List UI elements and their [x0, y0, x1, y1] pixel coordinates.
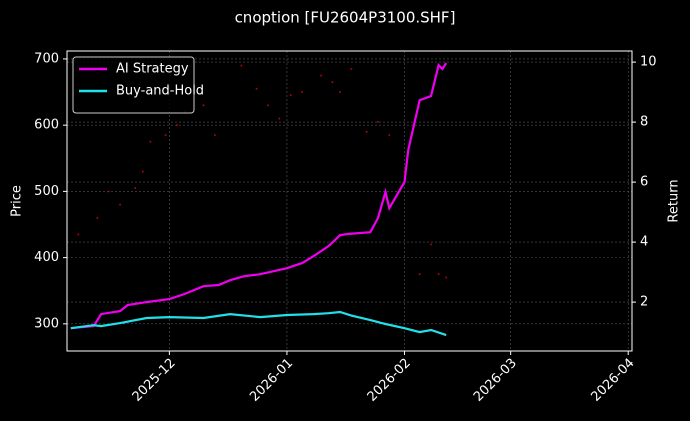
price-point [388, 134, 391, 136]
x-tick-label: 2025-12 [130, 356, 179, 405]
price-point [214, 134, 216, 136]
price-point [289, 94, 292, 97]
price-point [164, 134, 167, 136]
y-tick-label: 300 [34, 316, 59, 331]
price-point [418, 273, 421, 275]
price-point [267, 104, 269, 107]
price-point [119, 203, 121, 206]
price-point [202, 104, 205, 107]
y2-tick-label: 4 [640, 235, 648, 250]
legend-label: AI Strategy [116, 62, 189, 77]
price-point [149, 140, 152, 143]
y-axis-label: Price [10, 185, 25, 217]
x-tick-label: 2026-01 [247, 356, 296, 405]
price-point [134, 187, 137, 189]
y2-tick-label: 2 [640, 295, 648, 310]
price-point [445, 276, 447, 279]
series-line [70, 62, 448, 330]
price-point [320, 74, 322, 77]
legend-box [72, 56, 195, 114]
legend-label: Buy-and-Hold [116, 84, 204, 99]
y2-axis-label: Return [667, 179, 682, 222]
price-point [403, 170, 406, 173]
x-tick-label: 2026-03 [471, 356, 520, 405]
price-point [255, 87, 258, 90]
chart-title: cnoption [FU2604P3100.SHF] [235, 9, 456, 27]
y-tick-label: 700 [34, 51, 59, 66]
price-point [365, 130, 368, 133]
price-point [240, 64, 243, 67]
price-point [377, 121, 379, 123]
price-point [142, 170, 144, 173]
x-tick-label: 2026-04 [588, 356, 637, 405]
y2-tick-label: 6 [640, 175, 648, 190]
price-point [430, 243, 432, 246]
price-point [339, 91, 341, 93]
series-line [70, 310, 447, 337]
price-point [96, 217, 99, 219]
price-point [350, 68, 353, 70]
plot-frame [66, 50, 633, 352]
price-point [301, 91, 303, 93]
y-tick-label: 500 [34, 184, 59, 199]
price-point [437, 273, 440, 275]
price-point [331, 81, 334, 83]
y2-tick-label: 10 [640, 55, 657, 70]
price-point [77, 233, 80, 236]
y2-tick-label: 8 [640, 115, 648, 130]
price-point [176, 124, 178, 126]
y-tick-label: 600 [34, 118, 59, 133]
price-point [107, 190, 110, 193]
price-point [278, 117, 281, 120]
y-tick-label: 400 [34, 250, 59, 265]
x-tick-label: 2026-02 [365, 356, 414, 405]
